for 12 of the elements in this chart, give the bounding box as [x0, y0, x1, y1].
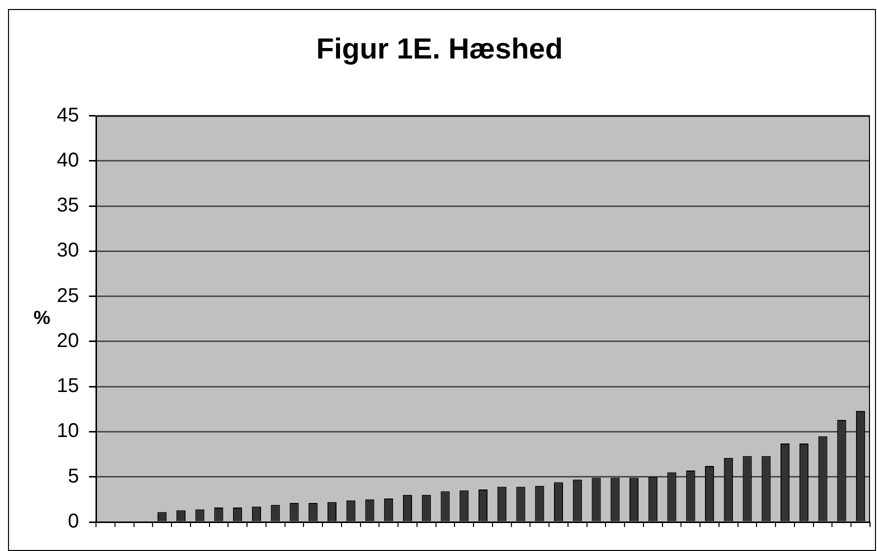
y-tick-label: 5: [68, 465, 79, 488]
y-tick-label: 0: [68, 510, 79, 533]
chart-title: Figur 1E. Hæshed: [316, 33, 563, 66]
y-tick-label: 10: [56, 420, 79, 442]
y-tick-label: 40: [56, 149, 79, 172]
y-tick-label: 30: [56, 240, 79, 262]
y-tick-label: 45: [56, 104, 79, 126]
y-tick-label: 20: [56, 330, 79, 352]
y-tick-label: 35: [56, 194, 79, 217]
y-axis-title: %: [34, 308, 51, 330]
y-tick-label: 15: [56, 375, 79, 398]
y-tick-label: 25: [56, 284, 79, 307]
